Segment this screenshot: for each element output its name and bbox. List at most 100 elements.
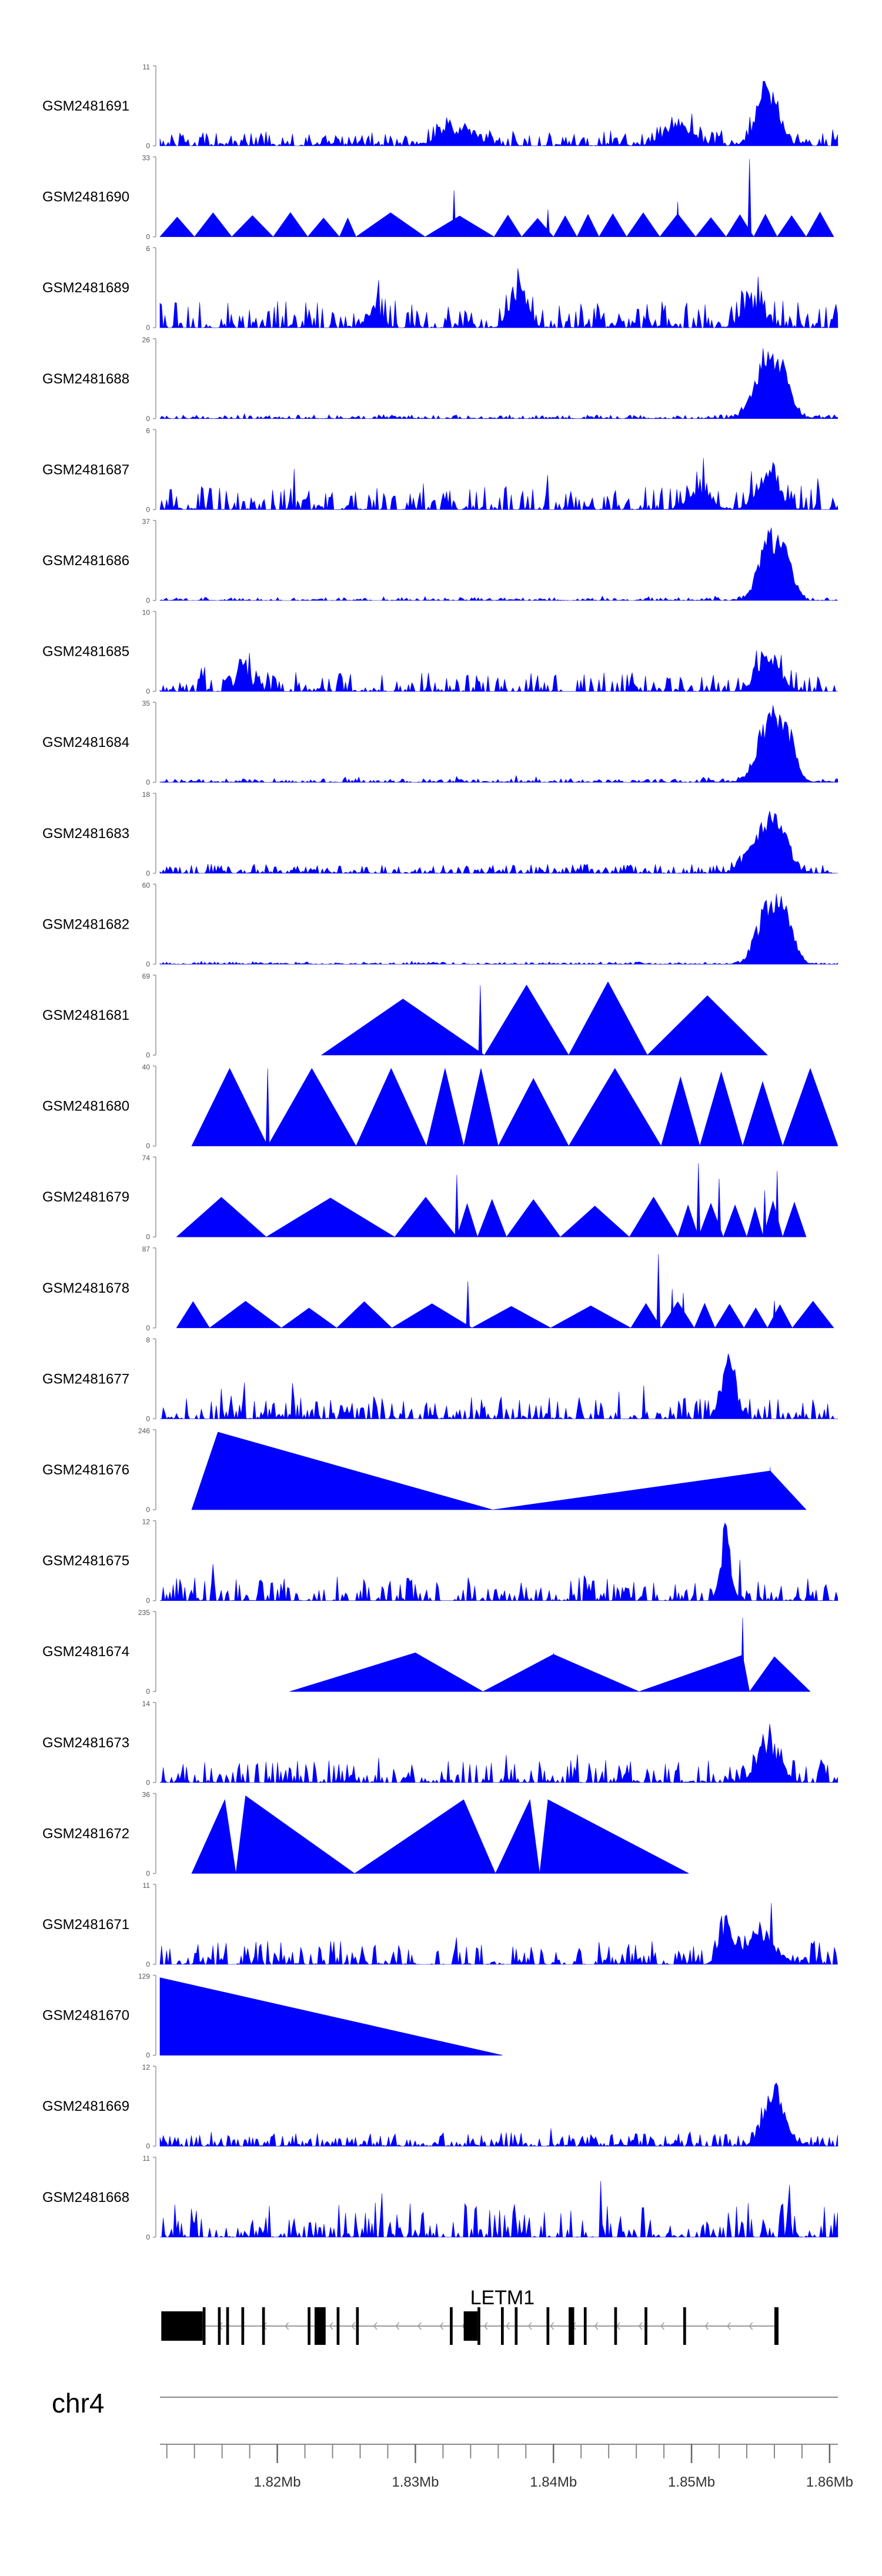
- exon: [450, 2307, 453, 2345]
- coverage-area: [159, 810, 838, 874]
- strand-arrow: [439, 2322, 444, 2330]
- track-label: GSM2481682: [42, 916, 129, 932]
- track-GSM2481691: GSM2481691 11 0: [42, 63, 838, 150]
- y-min-label: 0: [146, 688, 150, 696]
- track-GSM2481677: GSM2481677 8 0: [42, 1336, 838, 1423]
- coverage-area: [159, 2083, 838, 2147]
- gene-track: LETM1: [161, 2287, 779, 2345]
- x-tick-label: 1.86Mb: [806, 2474, 853, 2490]
- strand-arrow: [483, 2322, 488, 2330]
- y-max-label: 40: [142, 1063, 151, 1072]
- track-label: GSM2481691: [42, 98, 129, 114]
- coverage-area: [159, 159, 834, 237]
- strand-arrow: [373, 2322, 377, 2330]
- coverage-area: [159, 527, 838, 601]
- y-max-label: 12: [142, 2063, 151, 2071]
- exon: [583, 2307, 587, 2345]
- y-min-label: 0: [146, 415, 150, 423]
- strand-arrow: [704, 2322, 709, 2330]
- y-min-label: 0: [146, 1778, 150, 1787]
- coverage-area: [159, 81, 838, 146]
- y-min-label: 0: [146, 1960, 150, 1968]
- track-label: GSM2481684: [42, 735, 129, 750]
- coverage-area: [320, 981, 768, 1056]
- coverage-area: [191, 1432, 807, 1510]
- track-label: GSM2481686: [42, 553, 129, 569]
- y-min-label: 0: [146, 323, 150, 332]
- track-label: GSM2481675: [42, 1553, 129, 1569]
- track-GSM2481669: GSM2481669 12 0: [42, 2063, 838, 2150]
- data-tracks: GSM2481691110GSM2481690330GSM248168960GS…: [42, 63, 838, 2241]
- y-max-label: 11: [143, 1881, 151, 1890]
- strand-arrow: [285, 2322, 289, 2330]
- track-label: GSM2481679: [42, 1189, 129, 1205]
- track-label: GSM2481673: [42, 1735, 129, 1751]
- track-label: GSM2481670: [42, 2008, 129, 2024]
- track-GSM2481686: GSM2481686 37 0: [42, 518, 838, 605]
- y-min-label: 0: [146, 596, 150, 605]
- exon: [683, 2307, 686, 2345]
- y-max-label: 129: [138, 1973, 150, 1981]
- y-max-label: 60: [142, 881, 151, 889]
- y-max-label: 6: [146, 426, 150, 435]
- track-label: GSM2481689: [42, 280, 129, 296]
- y-max-label: 69: [142, 972, 151, 980]
- strand-arrow: [660, 2322, 664, 2330]
- chromosome-label: chr4: [52, 2388, 104, 2418]
- y-min-label: 0: [146, 1597, 150, 1605]
- coverage-area: [159, 268, 838, 329]
- exon: [315, 2307, 326, 2345]
- track-label: GSM2481677: [42, 1371, 129, 1387]
- exon: [477, 2307, 480, 2345]
- track-GSM2481678: GSM2481678 87 0: [42, 1245, 834, 1332]
- track-GSM2481684: GSM2481684 35 0: [42, 699, 838, 786]
- track-GSM2481682: GSM2481682 60 0: [42, 881, 838, 968]
- track-GSM2481680: GSM2481680 40 0: [42, 1063, 838, 1150]
- y-max-label: 37: [142, 518, 151, 526]
- track-GSM2481689: GSM2481689 6 0: [42, 245, 838, 332]
- y-max-label: 235: [138, 1609, 150, 1617]
- strand-arrow: [594, 2322, 599, 2330]
- y-min-label: 0: [146, 2142, 150, 2150]
- strand-arrow: [727, 2322, 731, 2330]
- coverage-area: [160, 1353, 838, 1420]
- strand-arrow: [329, 2322, 333, 2330]
- exon: [614, 2307, 617, 2345]
- coverage-area: [159, 1522, 838, 1601]
- y-min-label: 0: [146, 2233, 150, 2241]
- y-max-label: 87: [142, 1245, 151, 1253]
- exon: [546, 2307, 550, 2345]
- x-tick-label: 1.84Mb: [530, 2474, 577, 2490]
- exon: [161, 2311, 203, 2341]
- strand-arrow: [528, 2322, 532, 2330]
- y-min-label: 0: [146, 1506, 150, 1514]
- track-label: GSM2481674: [42, 1644, 129, 1660]
- y-min-label: 0: [146, 1233, 150, 1241]
- track-label: GSM2481681: [42, 1007, 129, 1023]
- coverage-area: [176, 1163, 807, 1237]
- coverage-area: [159, 893, 838, 965]
- exon: [241, 2307, 245, 2345]
- track-label: GSM2481685: [42, 644, 129, 660]
- track-GSM2481687: GSM2481687 6 0: [42, 426, 838, 513]
- y-min-label: 0: [146, 869, 150, 877]
- coverage-area: [159, 650, 838, 692]
- y-min-label: 0: [146, 142, 150, 150]
- y-max-label: 74: [142, 1154, 151, 1162]
- strand-arrow: [550, 2322, 554, 2330]
- exon: [463, 2311, 478, 2341]
- x-tick-label: 1.83Mb: [392, 2474, 439, 2490]
- track-label: GSM2481669: [42, 2098, 129, 2114]
- track-GSM2481688: GSM2481688 26 0: [42, 336, 838, 423]
- track-GSM2481690: GSM2481690 33 0: [42, 154, 834, 241]
- coverage-area: [159, 1977, 503, 2056]
- strand-arrow: [506, 2322, 510, 2330]
- y-max-label: 8: [146, 1336, 150, 1344]
- y-max-label: 14: [142, 1700, 151, 1708]
- track-GSM2481675: GSM2481675 12 0: [42, 1518, 838, 1605]
- coverage-area: [159, 458, 838, 510]
- track-label: GSM2481678: [42, 1280, 129, 1296]
- track-GSM2481685: GSM2481685 10 0: [42, 609, 838, 696]
- y-max-label: 11: [143, 63, 151, 71]
